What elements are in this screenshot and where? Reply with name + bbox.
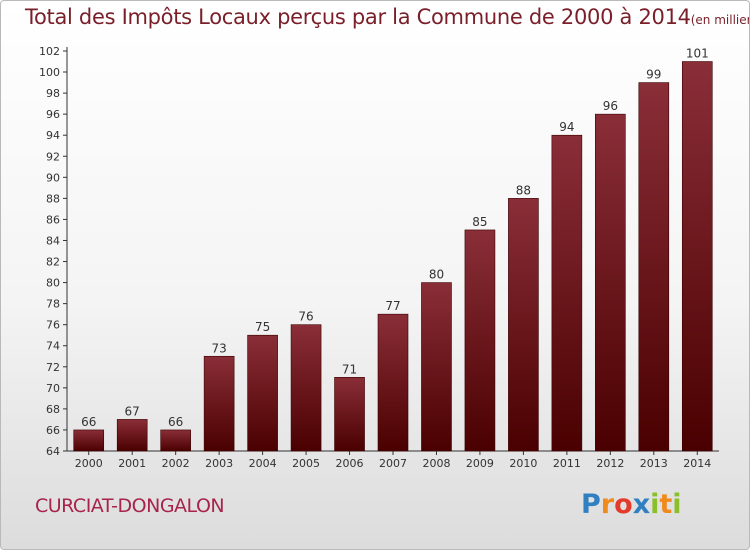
bar xyxy=(160,429,191,452)
bar-value-label: 76 xyxy=(298,310,313,324)
x-tick-label: 2004 xyxy=(249,457,277,470)
proxiti-logo: Proxiti xyxy=(581,489,682,520)
bar xyxy=(73,429,105,452)
x-tick-label: 2010 xyxy=(509,457,537,470)
y-tick-label: 72 xyxy=(46,361,60,374)
y-tick-label: 86 xyxy=(46,213,60,226)
x-tick-label: 2005 xyxy=(292,457,320,470)
y-tick-label: 102 xyxy=(39,45,60,58)
x-tick-label: 2001 xyxy=(118,457,146,470)
y-tick-label: 100 xyxy=(39,66,60,79)
y-tick-label: 78 xyxy=(46,298,60,311)
bar-value-label: 77 xyxy=(385,299,400,313)
bar xyxy=(290,324,322,452)
bar-value-label: 75 xyxy=(255,320,270,334)
y-tick-label: 68 xyxy=(46,403,60,416)
x-tick-label: 2014 xyxy=(683,457,711,470)
bar xyxy=(681,61,713,452)
y-tick-label: 70 xyxy=(46,382,60,395)
bar-value-label: 67 xyxy=(125,404,140,418)
x-tick-label: 2012 xyxy=(596,457,624,470)
logo-letter: x xyxy=(632,489,651,520)
x-tick-label: 2008 xyxy=(422,457,450,470)
bar-value-label: 85 xyxy=(472,215,487,229)
bar-value-label: 80 xyxy=(429,268,444,282)
bar xyxy=(595,113,626,452)
x-tick-label: 2013 xyxy=(640,457,668,470)
x-tick-label: 2000 xyxy=(75,457,103,470)
y-tick-label: 74 xyxy=(46,340,60,353)
bar-value-label: 71 xyxy=(342,362,357,376)
bar xyxy=(421,282,452,452)
bar xyxy=(247,334,278,452)
x-tick-label: 2009 xyxy=(466,457,494,470)
logo-letter: i xyxy=(672,489,682,520)
x-tick-label: 2011 xyxy=(553,457,581,470)
logo-letter: o xyxy=(614,489,633,520)
bar xyxy=(508,198,539,452)
bar xyxy=(464,229,496,452)
bar xyxy=(203,355,235,452)
bar xyxy=(638,82,670,452)
x-tick-label: 2007 xyxy=(379,457,407,470)
y-tick-label: 88 xyxy=(46,192,60,205)
y-tick-label: 66 xyxy=(46,424,60,437)
logo-letter: t xyxy=(659,489,673,520)
y-tick-label: 98 xyxy=(46,87,60,100)
commune-name: CURCIAT-DONGALON xyxy=(35,495,225,517)
bar-value-label: 94 xyxy=(559,120,574,134)
y-tick-label: 94 xyxy=(46,129,60,142)
y-tick-label: 82 xyxy=(46,256,60,269)
bar xyxy=(334,377,365,452)
y-tick-label: 90 xyxy=(46,171,60,184)
bar xyxy=(377,313,409,452)
bar-value-label: 66 xyxy=(81,415,96,429)
bar xyxy=(116,419,148,452)
bar-value-label: 99 xyxy=(646,68,661,82)
chart-title: Total des Impôts Locaux perçus par la Co… xyxy=(25,5,749,29)
y-tick-label: 92 xyxy=(46,150,60,163)
y-tick-label: 96 xyxy=(46,108,60,121)
y-tick-label: 64 xyxy=(46,445,60,458)
x-tick-label: 2002 xyxy=(162,457,190,470)
x-tick-label: 2006 xyxy=(336,457,364,470)
bar xyxy=(551,134,583,452)
bar-value-label: 73 xyxy=(211,341,226,355)
logo-letter: P xyxy=(581,489,601,520)
chart-title-unit: (en milliers d'€) xyxy=(690,13,749,27)
bar-value-label: 88 xyxy=(516,183,531,197)
x-tick-label: 2003 xyxy=(205,457,233,470)
bar-value-label: 96 xyxy=(603,99,618,113)
y-tick-label: 84 xyxy=(46,234,60,247)
logo-letter: r xyxy=(600,489,615,520)
chart-title-main: Total des Impôts Locaux perçus par la Co… xyxy=(25,5,691,29)
bar-value-label: 66 xyxy=(168,415,183,429)
y-tick-label: 76 xyxy=(46,319,60,332)
y-tick-label: 80 xyxy=(46,277,60,290)
bar-value-label: 101 xyxy=(686,47,709,61)
logo-letter: i xyxy=(650,489,660,520)
